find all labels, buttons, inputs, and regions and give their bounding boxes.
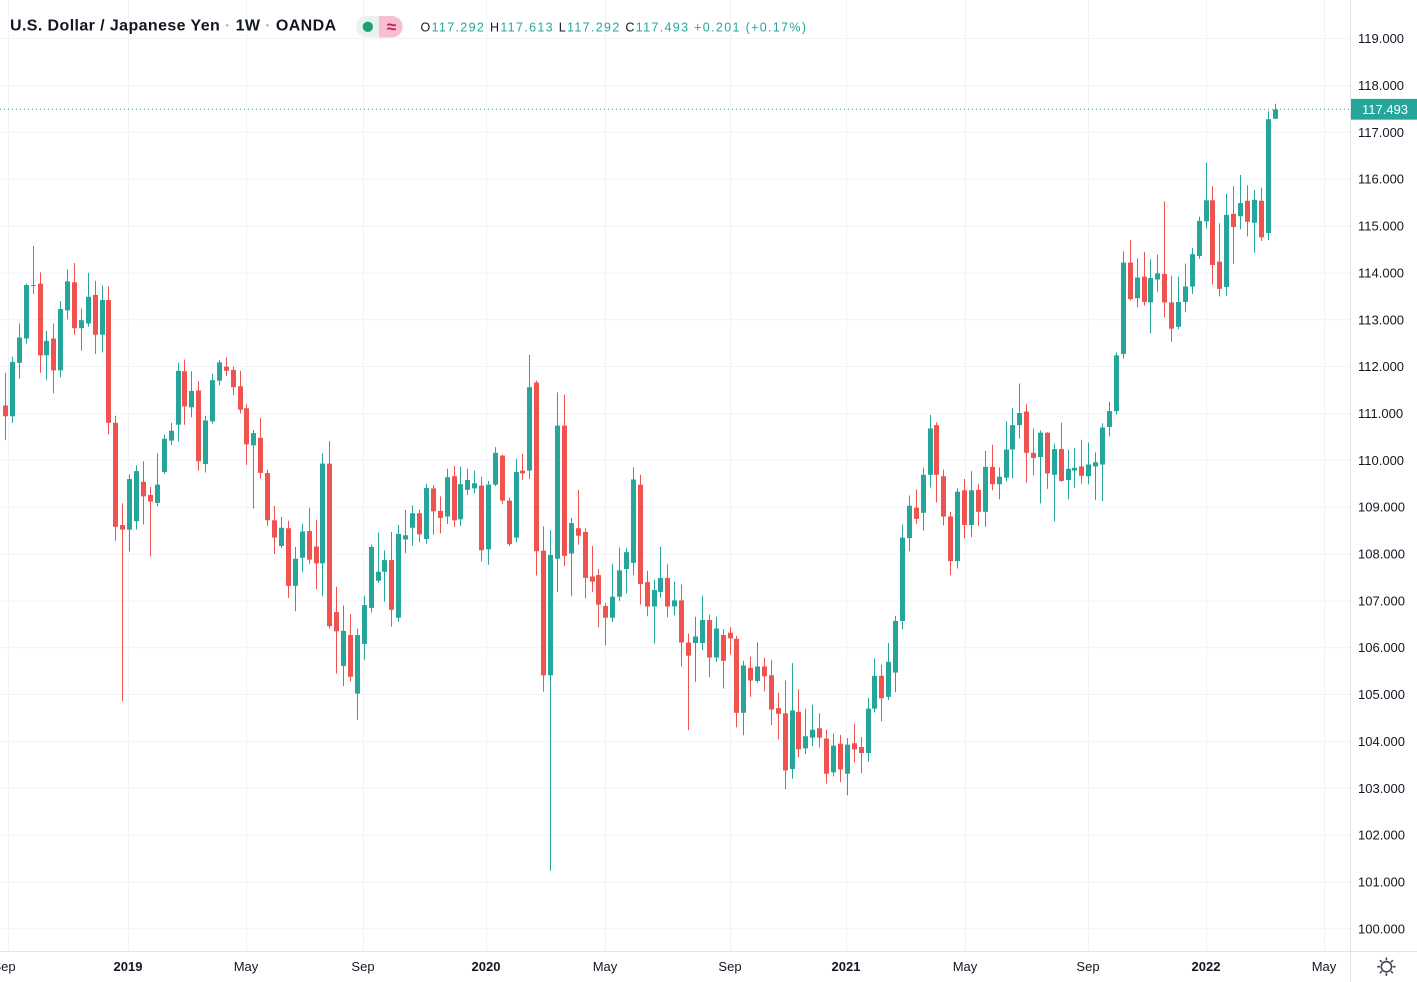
svg-text:118.000: 118.000 xyxy=(1358,78,1404,93)
svg-text:U.S. Dollar / Japanese Yen · 1: U.S. Dollar / Japanese Yen · 1W · OANDA xyxy=(10,18,337,35)
svg-text:117.493: 117.493 xyxy=(1362,102,1408,117)
svg-text:Sep: Sep xyxy=(1076,959,1099,974)
svg-text:May: May xyxy=(593,959,618,974)
svg-text:113.000: 113.000 xyxy=(1358,312,1404,327)
svg-text:101.000: 101.000 xyxy=(1358,874,1405,889)
svg-text:115.000: 115.000 xyxy=(1358,219,1404,234)
svg-text:110.000: 110.000 xyxy=(1358,453,1404,468)
svg-text:119.000: 119.000 xyxy=(1358,31,1404,46)
svg-text:Sep: Sep xyxy=(718,959,741,974)
svg-text:105.000: 105.000 xyxy=(1358,687,1405,702)
svg-text:≈: ≈ xyxy=(387,18,396,37)
svg-text:2021: 2021 xyxy=(832,959,861,974)
svg-text:100.000: 100.000 xyxy=(1358,921,1405,936)
svg-text:116.000: 116.000 xyxy=(1358,172,1404,187)
svg-text:114.000: 114.000 xyxy=(1358,265,1404,280)
svg-text:Sep: Sep xyxy=(351,959,374,974)
svg-text:106.000: 106.000 xyxy=(1358,640,1405,655)
svg-text:2020: 2020 xyxy=(472,959,501,974)
svg-text:103.000: 103.000 xyxy=(1358,781,1405,796)
svg-text:May: May xyxy=(953,959,978,974)
svg-text:102.000: 102.000 xyxy=(1358,828,1405,843)
svg-text:May: May xyxy=(1312,959,1337,974)
svg-text:117.000: 117.000 xyxy=(1358,125,1404,140)
svg-text:111.000: 111.000 xyxy=(1358,406,1403,421)
svg-text:Sep: Sep xyxy=(0,959,16,974)
svg-text:109.000: 109.000 xyxy=(1358,500,1405,515)
svg-text:107.000: 107.000 xyxy=(1358,593,1405,608)
svg-text:2019: 2019 xyxy=(114,959,143,974)
svg-text:104.000: 104.000 xyxy=(1358,734,1405,749)
svg-text:May: May xyxy=(234,959,259,974)
svg-text:112.000: 112.000 xyxy=(1358,359,1404,374)
svg-text:O117.292 H117.613 L117.292 C11: O117.292 H117.613 L117.292 C117.493 +0.2… xyxy=(421,21,807,35)
svg-text:2022: 2022 xyxy=(1192,959,1221,974)
svg-text:108.000: 108.000 xyxy=(1358,547,1405,562)
